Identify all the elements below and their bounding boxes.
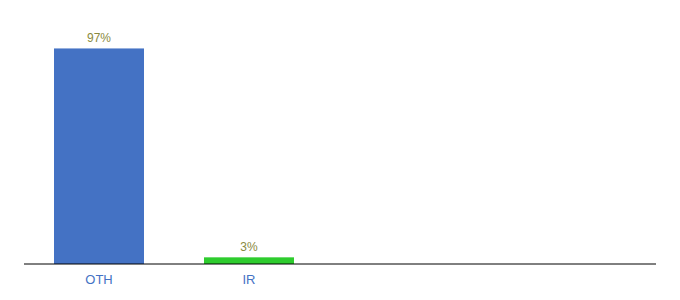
data-label: 3% xyxy=(240,240,258,254)
bar xyxy=(54,48,144,264)
bar xyxy=(204,257,294,264)
data-labels: 97% 3% xyxy=(87,31,258,254)
chart-container: 97% 3% OTH IR xyxy=(0,0,680,300)
x-tick-label: IR xyxy=(243,272,256,287)
x-tick-label: OTH xyxy=(85,272,112,287)
data-label: 97% xyxy=(87,31,111,45)
bars xyxy=(54,48,294,264)
x-axis: OTH IR xyxy=(24,264,656,287)
chart-svg: 97% 3% OTH IR xyxy=(0,0,680,300)
x-axis-line xyxy=(24,264,656,265)
